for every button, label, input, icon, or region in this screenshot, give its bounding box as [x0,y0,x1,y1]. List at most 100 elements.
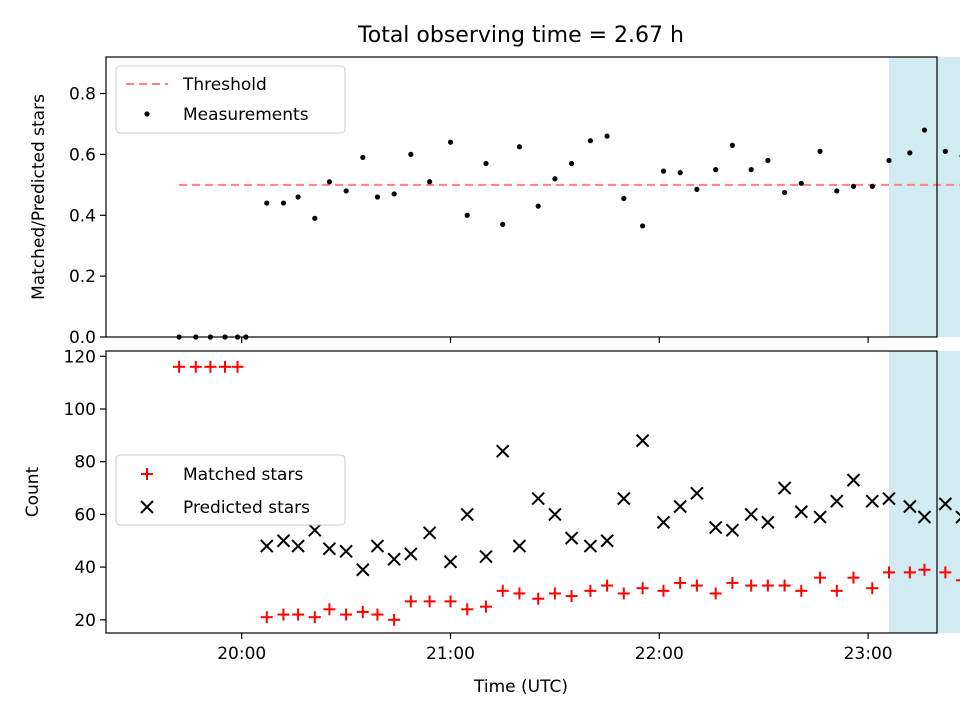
predicted-star-point [339,544,353,559]
predicted-star-point [564,531,579,545]
measurement-point [660,168,667,174]
measurement-point [427,179,433,185]
predicted-star-mark-b [276,534,291,548]
predicted-star-point [917,510,932,524]
measurement-point [694,186,700,192]
matched-star-point [323,603,336,616]
y-tick-label: 0.6 [69,145,96,165]
predicted-star-point [291,539,305,553]
predicted-star-point [777,481,792,495]
y-tick-label: 100 [64,400,96,420]
measurement-point [280,200,287,206]
predicted-star-point [422,526,437,540]
y-tick-label: 80 [74,453,96,473]
matched-star-point [231,360,244,373]
matched-star-point [745,579,758,592]
matched-star-point [189,360,202,373]
predicted-star-point [479,549,493,564]
observing-interval-shade [888,57,960,337]
matched-stars-points [173,360,960,626]
predicted-star-point [583,539,598,553]
predicted-star-mark-b [725,523,740,537]
y-tick-label: 0.2 [69,267,96,287]
predicted-star-mark-b [531,491,545,506]
y-tick-label: 0.4 [69,206,96,226]
matched-star-point [761,579,774,592]
measurement-point [360,154,366,161]
predicted-star-mark-b [370,539,385,553]
matched-star-point [356,605,369,618]
legend-matched-label: Matched stars [183,465,303,485]
predicted-star-mark-b [635,433,650,448]
measurement-point [343,188,349,194]
predicted-star-point [404,547,418,561]
top-y-axis-label: Matched/Predicted stars [29,94,49,300]
measurement-point [295,194,301,200]
matched-star-point [882,566,895,579]
measurement-point [748,167,754,173]
predicted-star-point [708,520,723,535]
legend-predicted-label: Predicted stars [183,498,310,518]
measurement-point [621,195,627,202]
top-legend-box [115,65,346,134]
measurement-point [500,221,506,227]
matched-star-point [814,571,827,584]
matched-star-point [371,608,384,621]
top-y-axis: 0.0 0.2 0.4 0.6 0.8 [69,85,106,348]
matched-star-point [918,563,931,576]
measurement-point [817,148,823,154]
top-panel: 0.00.20.40.60.8 Matched/Predicted stars … [29,56,960,348]
predicted-star-mark-b [600,534,614,548]
measurement-point [677,170,683,176]
predicted-star-mark-b [339,544,353,559]
matched-star-point [866,582,879,595]
measurement-point [552,176,558,182]
predicted-star-point [955,510,960,524]
predicted-star-mark-b [322,541,337,556]
matched-star-point [778,579,791,592]
measurement-point [516,144,523,150]
measurement-point [569,160,575,167]
measurement-point [942,148,948,154]
measurement-point [921,127,928,133]
top-legend: Threshold Measurements [115,65,346,134]
y-tick-label: 20 [74,611,96,631]
matched-star-point [601,579,614,592]
measurement-point [850,183,857,189]
matched-star-point [219,360,232,373]
observing-interval-shade-bottom [888,351,960,633]
predicted-star-mark-b [422,526,437,540]
predicted-star-point [761,515,775,530]
matched-star-point [565,590,578,603]
measurement-point [408,151,414,157]
predicted-star-mark-b [865,494,879,508]
predicted-star-mark-b [690,486,704,501]
predicted-star-point [496,444,510,458]
legend-measurements-swatch [144,111,150,117]
predicted-star-mark-b [291,539,305,553]
matched-star-point [277,608,290,621]
measurement-point [781,189,788,196]
predicted-star-mark-b [813,510,827,524]
predicted-star-mark-b [387,552,401,566]
matched-star-point [340,608,353,621]
predicted-star-point [830,494,844,508]
predicted-star-mark-b [656,515,671,530]
top-plot-frame [105,56,938,338]
matched-star-point [795,584,808,597]
matched-star-point [830,584,843,597]
measurement-points [176,127,960,340]
predicted-star-point [635,433,650,448]
y-tick-label: 0.8 [69,85,96,105]
matched-star-point [532,592,545,605]
predicted-star-mark-b [356,563,370,577]
measurement-point [834,188,840,194]
predicted-star-mark-b [583,539,598,553]
measurement-point [312,215,318,221]
predicted-star-mark-b [548,507,562,522]
matched-star-point [292,608,305,621]
measurement-point [765,157,771,164]
x-tick-label: 20:00 [217,644,266,664]
